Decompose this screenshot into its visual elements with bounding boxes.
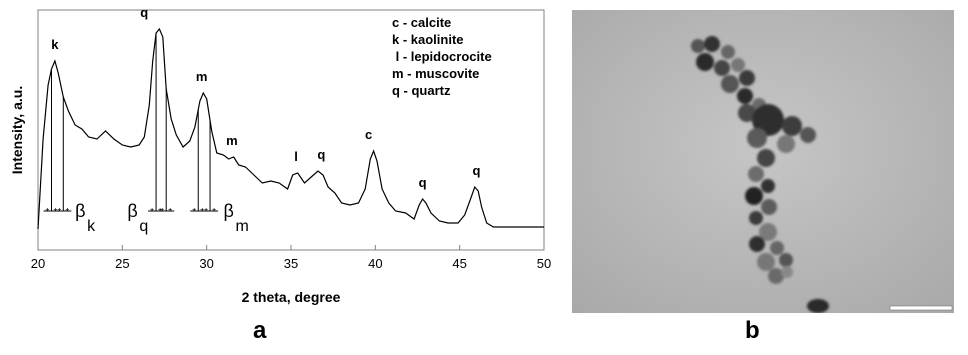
beta-symbol: β (75, 201, 85, 221)
width-tick: * (158, 207, 162, 218)
legend-entry: l - lepidocrocite (392, 49, 492, 64)
peak-width-markers: * * * * βk* ** *βq* * * * βm (43, 33, 249, 235)
x-axis: 20 25 30 35 40 45 50 (31, 245, 551, 271)
peak-label: q (140, 5, 148, 20)
panel-label-b: b (745, 317, 760, 344)
particle (761, 179, 775, 193)
peak-label: q (317, 147, 325, 162)
x-tick-label: 45 (452, 256, 466, 271)
beta-subscript: q (139, 218, 148, 235)
scale-bar (889, 305, 953, 311)
particle (782, 116, 802, 136)
width-tick: * (150, 207, 154, 218)
peak-label: l (294, 149, 298, 164)
particle (691, 39, 705, 53)
width-tick: * (212, 207, 216, 218)
particle (752, 104, 784, 136)
width-tick: * (65, 207, 69, 218)
legend-entry: k - kaolinite (392, 32, 464, 47)
width-tick: * (168, 207, 172, 218)
width-tick: * (204, 207, 208, 218)
particle (696, 53, 714, 71)
particle (779, 253, 793, 267)
beta-symbol: β (127, 201, 137, 221)
particle (738, 104, 756, 122)
particle (781, 266, 793, 278)
xrd-pattern-line (37, 27, 544, 230)
width-tick: * (160, 207, 164, 218)
x-tick-label: 40 (368, 256, 382, 271)
x-tick-label: 50 (537, 256, 551, 271)
plot-frame (37, 9, 545, 251)
particle (745, 187, 763, 205)
particle (731, 58, 745, 72)
peak-label: c (365, 127, 372, 142)
width-tick: * (200, 207, 204, 218)
xrd-chart: 20 25 30 35 40 45 50 2 theta, degree Intensity… (9, 5, 551, 305)
x-tick-label: 35 (284, 256, 298, 271)
particle (704, 36, 720, 52)
x-tick-label: 30 (199, 256, 213, 271)
particle (768, 268, 784, 284)
beta-subscript: k (87, 218, 96, 235)
particle (737, 88, 753, 104)
legend-entry: c - calcite (392, 15, 451, 30)
particle-aggregate (691, 36, 829, 313)
particle (747, 128, 767, 148)
peak-label: k (51, 37, 59, 52)
particle (749, 236, 765, 252)
peak-label: m (196, 69, 208, 84)
particle (757, 149, 775, 167)
legend-entry: q - quartz (392, 83, 451, 98)
beta-symbol: β (224, 201, 234, 221)
peak-labels: k q m m l q c q q (51, 5, 480, 190)
particle (748, 166, 764, 182)
particle (721, 75, 739, 93)
particle (714, 60, 730, 76)
peak-label: q (419, 175, 427, 190)
width-tick: * (192, 207, 196, 218)
y-axis-label: Intensity, a.u. (9, 86, 25, 174)
width-tick: * (54, 207, 58, 218)
particle (739, 70, 755, 86)
width-tick: * (57, 207, 61, 218)
peak-label: m (226, 133, 238, 148)
tem-micrograph (572, 10, 954, 313)
particle (721, 45, 735, 59)
particle (770, 241, 784, 255)
width-tick: * (46, 207, 50, 218)
particle (759, 223, 777, 241)
x-axis-label: 2 theta, degree (242, 289, 341, 305)
beta-subscript: m (236, 218, 249, 235)
particle (757, 253, 775, 271)
particle (807, 299, 829, 313)
particle (749, 211, 763, 225)
x-tick-label: 20 (31, 256, 45, 271)
particle (800, 127, 816, 143)
legend: c - calcite k - kaolinite l - lepidocroci… (392, 15, 492, 98)
particle (777, 135, 795, 153)
panel-label-a: a (253, 317, 267, 344)
legend-entry: m - muscovite (392, 66, 479, 81)
peak-label: q (473, 163, 481, 178)
x-tick-label: 25 (115, 256, 129, 271)
particle (761, 199, 777, 215)
